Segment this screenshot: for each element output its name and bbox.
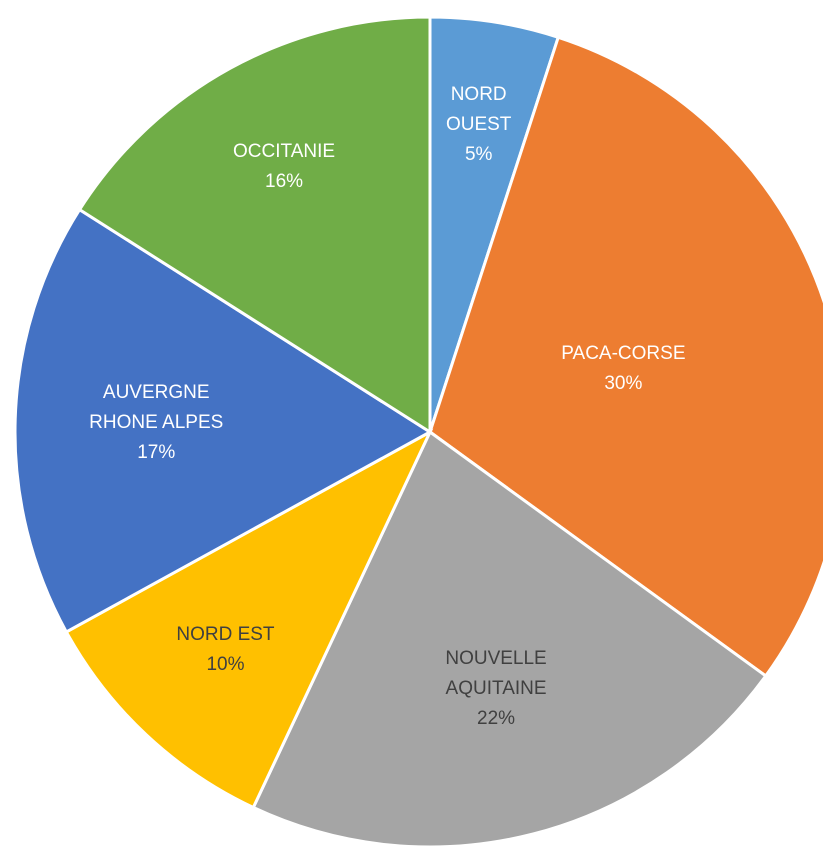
value-label: 16% (265, 170, 304, 192)
category-label: NORD OUEST (445, 83, 512, 135)
value-label: 10% (206, 653, 245, 675)
slice-label: NORD EST 10% (176, 620, 274, 680)
slice (428, 35, 823, 679)
category-label: NORD EST (176, 623, 275, 645)
value-label: 5% (464, 143, 493, 165)
category-label: NOUVELLE AQUITAINE (445, 648, 547, 700)
category-label: OCCITANIE (233, 140, 336, 162)
value-label: 22% (477, 708, 516, 730)
slice-label: NOUVELLE AQUITAINE 22% (445, 644, 546, 734)
value-label: 30% (604, 373, 643, 395)
category-label: PACA-CORSE (561, 343, 686, 365)
slice (64, 428, 434, 810)
slice-label: PACA-CORSE 30% (561, 339, 685, 399)
category-label: AUVERGNE RHONE ALPES (89, 382, 224, 434)
slice (77, 15, 432, 435)
slice-label: AUVERGNE RHONE ALPES 17% (89, 378, 223, 468)
slice-label: NORD OUEST 5% (446, 80, 511, 170)
slice-label: OCCITANIE 16% (233, 137, 335, 197)
slice (13, 207, 433, 634)
value-label: 17% (137, 442, 176, 464)
